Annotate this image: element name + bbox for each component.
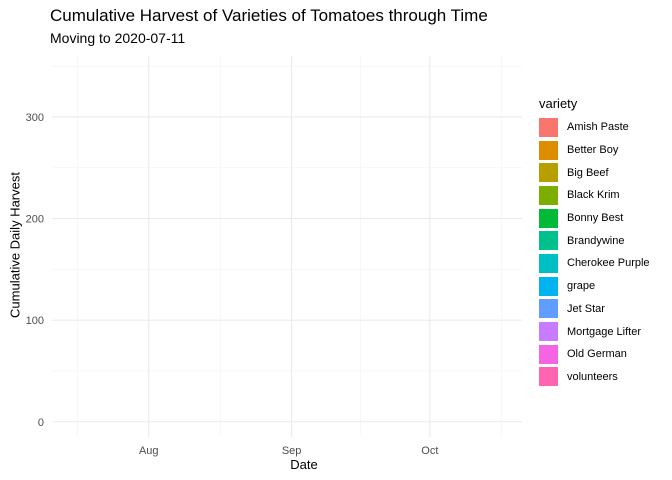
legend-label: Amish Paste [567, 121, 629, 134]
y-tick-label: 200 [26, 214, 44, 226]
legend-item: volunteers [538, 366, 650, 389]
legend-label: Black Krim [567, 189, 620, 202]
legend-item: Bonny Best [538, 207, 650, 230]
legend-swatch [538, 252, 559, 274]
legend-swatch [538, 162, 559, 184]
legend-label: grape [567, 280, 596, 293]
legend-swatch [538, 343, 559, 365]
x-tick-label: Sep [282, 445, 302, 457]
y-tick-label: 300 [26, 112, 44, 124]
chart-subtitle: Moving to 2020-07-11 [50, 30, 186, 46]
y-tick-label: 100 [26, 315, 44, 327]
legend-swatch [538, 184, 559, 206]
legend-item: grape [538, 275, 650, 298]
legend-label: Better Boy [567, 144, 619, 157]
legend-label: Bonny Best [567, 212, 624, 225]
legend-item: Jet Star [538, 298, 650, 321]
x-tick-label: Oct [421, 445, 438, 457]
legend-label: Cherokee Purple [567, 257, 650, 270]
legend-item: Big Beef [538, 161, 650, 184]
legend-item: Better Boy [538, 139, 650, 162]
legend-label: Big Beef [567, 166, 609, 179]
x-axis-title: Date [290, 457, 318, 472]
legend-title: variety [539, 96, 578, 111]
legend-swatch [538, 116, 559, 138]
legend-item: Cherokee Purple [538, 252, 650, 275]
chart-title: Cumulative Harvest of Varieties of Tomat… [50, 6, 488, 25]
legend-swatch [538, 230, 559, 252]
y-tick-label: 0 [38, 417, 44, 429]
legend-swatch [538, 321, 559, 343]
legend: variety Amish Paste Better Boy Big Beef Bla… [538, 96, 650, 388]
legend-label: Old German [567, 348, 627, 361]
legend-item: Brandywine [538, 229, 650, 252]
legend-item: Mortgage Lifter [538, 320, 650, 343]
legend-label: Mortgage Lifter [567, 325, 641, 338]
legend-item: Old German [538, 343, 650, 366]
y-axis-title: Cumulative Daily Harvest [7, 172, 23, 318]
legend-label: Jet Star [567, 302, 605, 315]
legend-swatch [538, 207, 559, 229]
legend-items: Amish Paste Better Boy Big Beef Black Krim B… [538, 116, 650, 388]
legend-item: Amish Paste [538, 116, 650, 139]
legend-item: Black Krim [538, 184, 650, 207]
legend-swatch [538, 298, 559, 320]
legend-swatch [538, 139, 559, 161]
legend-swatch [538, 366, 559, 388]
legend-swatch [538, 275, 559, 297]
legend-label: volunteers [567, 370, 618, 383]
x-tick-label: Aug [139, 445, 159, 457]
legend-label: Brandywine [567, 234, 625, 247]
